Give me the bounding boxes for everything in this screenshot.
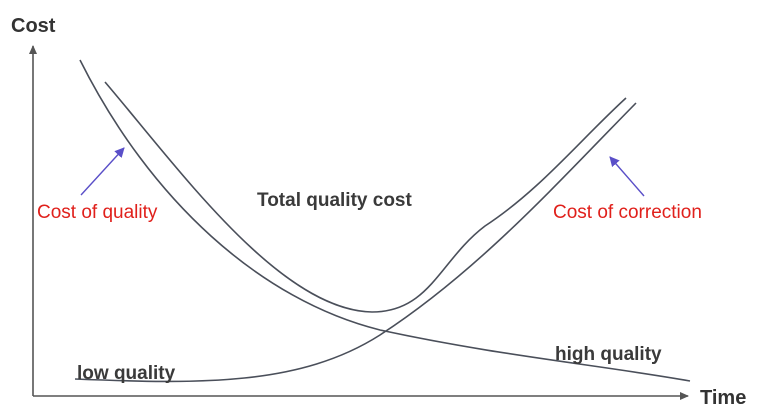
y-axis-label: Cost	[11, 15, 56, 37]
cost-of-correction-label: Cost of correction	[553, 202, 702, 223]
cost-of-correction-curve	[74, 102, 637, 383]
cost-of-quality-curve	[79, 59, 691, 382]
cost-of-quality-pointer-arrow	[80, 147, 125, 196]
low-quality-label: low quality	[77, 363, 176, 384]
total-quality-cost-label: Total quality cost	[257, 190, 412, 211]
cost-of-quality-label: Cost of quality	[37, 202, 158, 223]
x-axis-label: Time	[700, 387, 747, 409]
total-quality-cost-curve	[104, 81, 627, 313]
cost-of-correction-pointer-arrow	[609, 156, 645, 197]
high-quality-label: high quality	[555, 344, 662, 365]
